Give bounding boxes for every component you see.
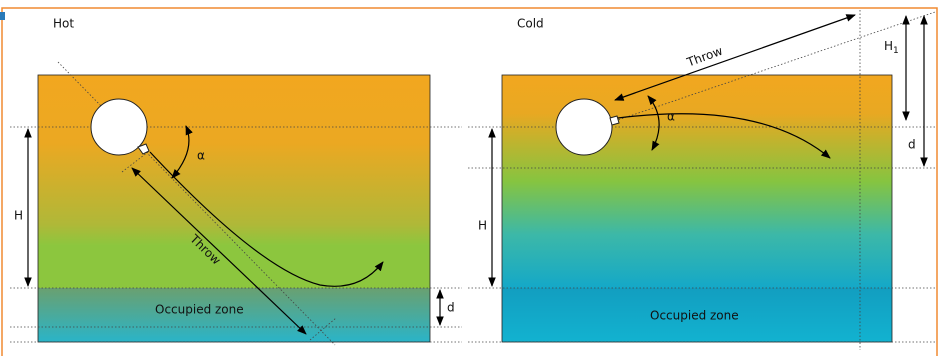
nozzle xyxy=(609,115,620,126)
occupied-zone xyxy=(502,288,892,342)
angle-label: α xyxy=(197,149,205,163)
throw-arrow xyxy=(614,14,856,101)
jet-axis xyxy=(611,11,936,123)
angle-arc xyxy=(647,95,660,151)
depth-label: d xyxy=(908,138,916,152)
room xyxy=(38,75,430,288)
cold-panel: Cold H H1 d α Throw Occupied zone xyxy=(468,10,936,350)
zone-label: Occupied zone xyxy=(155,303,244,317)
angle-label: α xyxy=(667,110,675,124)
frame xyxy=(1,7,938,356)
nozzle xyxy=(137,143,150,155)
guide xyxy=(309,317,337,341)
depth-label: d xyxy=(447,301,455,315)
jet-path xyxy=(149,151,384,287)
height1-label: H1 xyxy=(884,39,899,56)
panel-title: Hot xyxy=(53,17,74,31)
zone-label: Occupied zone xyxy=(650,309,739,323)
throw-label: Throw xyxy=(684,44,724,70)
hot-panel: Hot H d α Throw Occupied zone xyxy=(10,17,462,346)
throw-arrow xyxy=(131,167,307,335)
room xyxy=(502,75,892,288)
height1-sub: 1 xyxy=(893,46,899,56)
height-label: H xyxy=(14,209,23,223)
jet-path xyxy=(617,113,831,159)
diffuser xyxy=(90,98,148,156)
diffuser xyxy=(555,98,613,156)
panel-title: Cold xyxy=(517,17,544,31)
height-label: H xyxy=(478,219,487,233)
corner-mark xyxy=(0,12,5,20)
angle-arc xyxy=(171,125,193,179)
height1-base: H xyxy=(884,39,893,53)
